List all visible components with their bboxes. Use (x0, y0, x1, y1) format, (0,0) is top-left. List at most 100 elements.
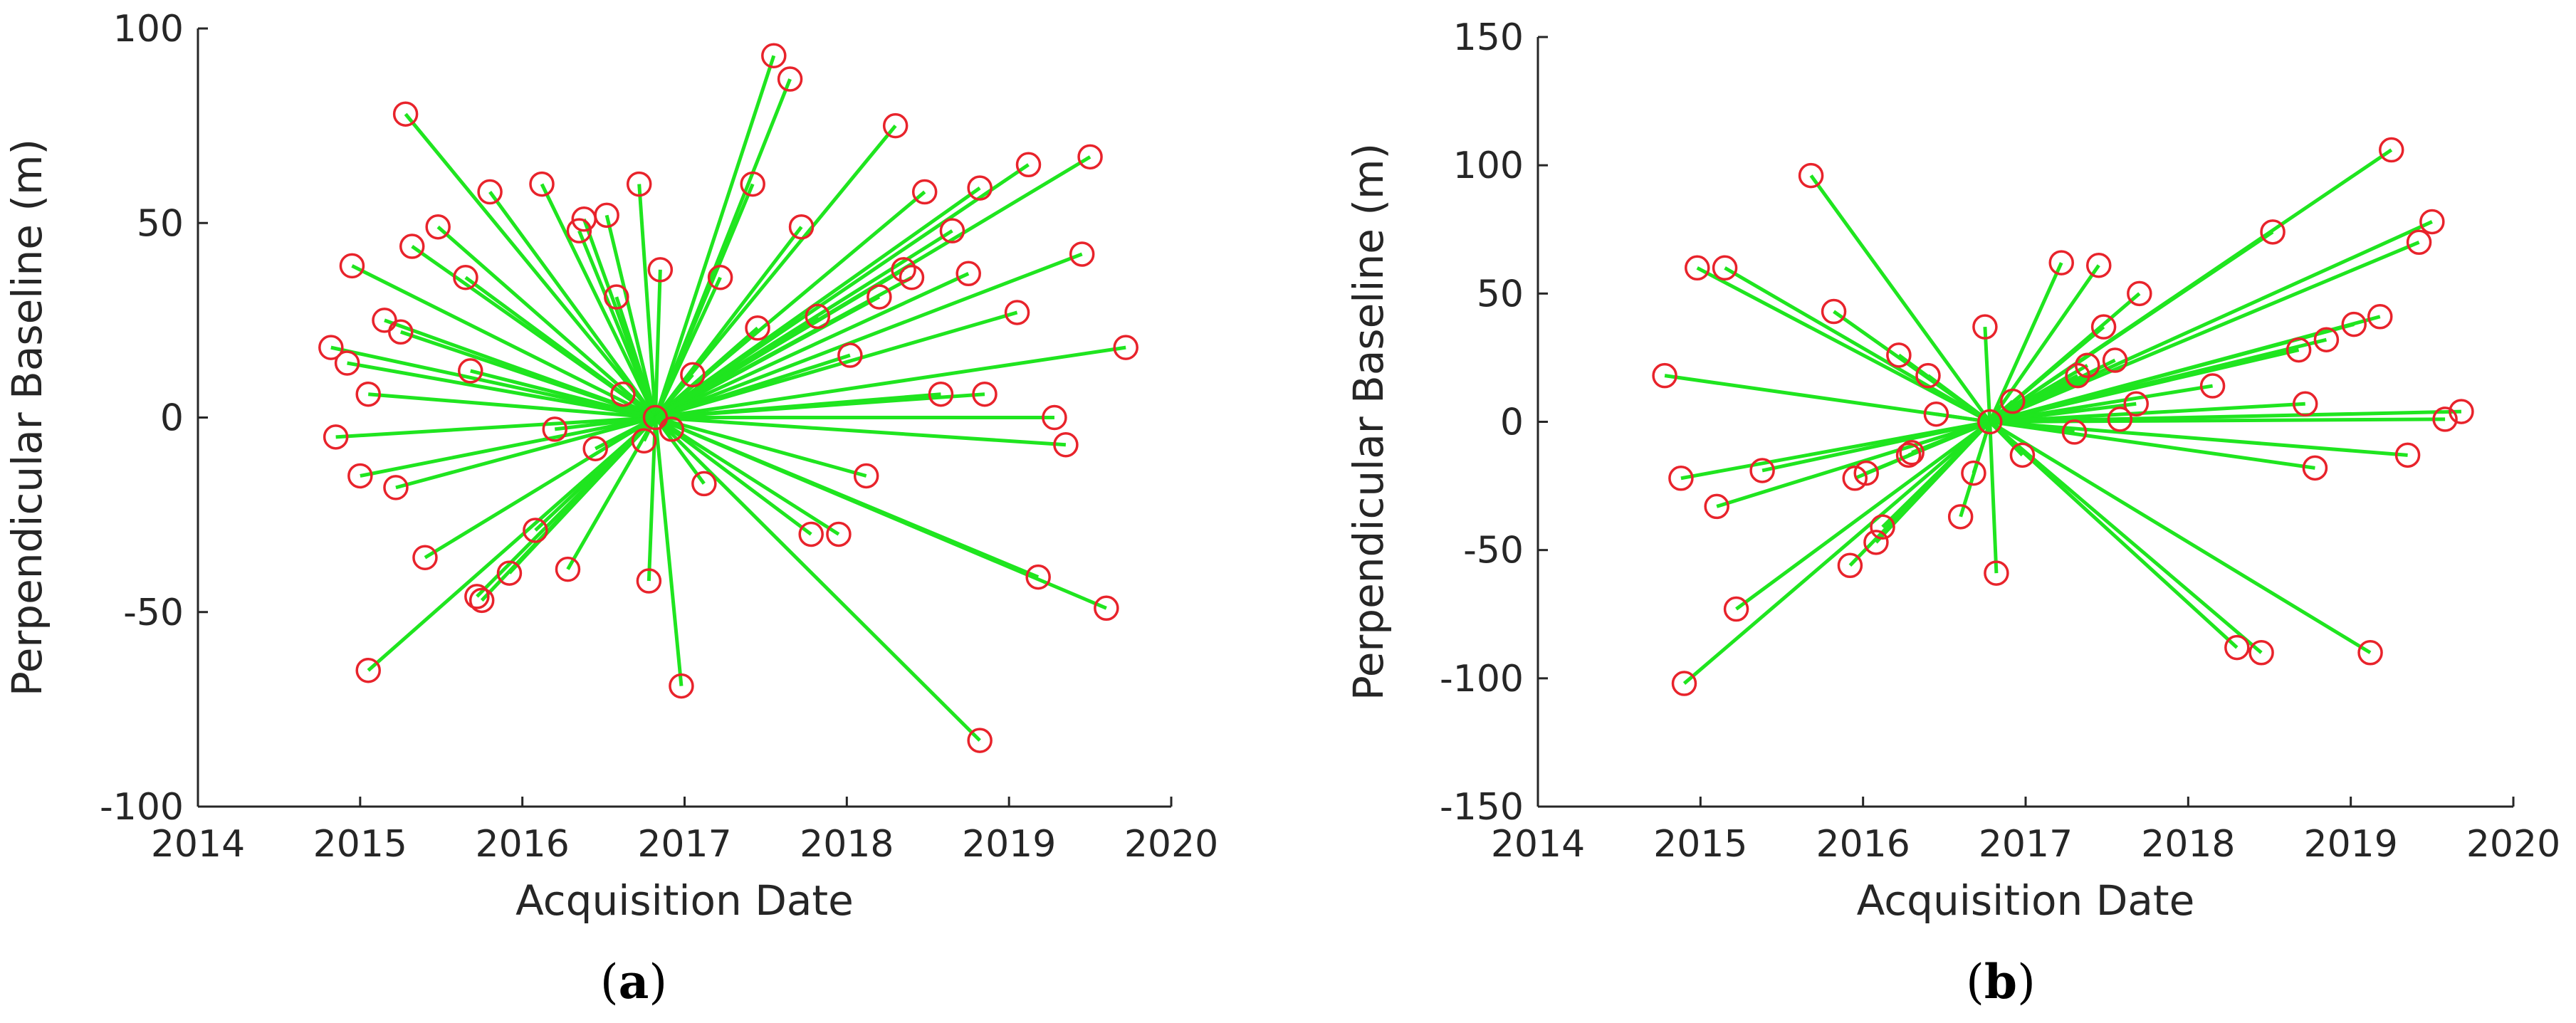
panel-b-x-tick-label: 2020 (2466, 823, 2560, 866)
panel-b-caption-letter: b (1984, 954, 2017, 1009)
panel-b-baseline-line (1989, 420, 2315, 470)
panel-a-acquisition-point (355, 657, 381, 683)
panel-a-acquisition-point (740, 171, 765, 197)
panel-a-x-tick-label: 2017 (637, 823, 731, 866)
panel-a-acquisition-point (1015, 152, 1042, 178)
panel-a-acquisition-point (529, 171, 555, 197)
panel-b-acquisition-point (2302, 455, 2328, 481)
panel-a-acquisition-point (496, 560, 523, 586)
panel-a-acquisition-point (464, 584, 490, 609)
panel-a-x-tick-label: 2014 (151, 823, 245, 866)
panel-a-acquisition-point (745, 315, 770, 341)
panel-b-baseline-line (1927, 374, 1991, 424)
panel-a-acquisition-point (566, 218, 592, 243)
panel-a-y-tick-label: 0 (160, 397, 184, 440)
panel-a-y-tick-label: -100 (100, 786, 184, 829)
panel-b-y-tick-label: -50 (1463, 530, 1524, 572)
panel-a-acquisition-point (392, 101, 419, 127)
panel-b-acquisition-point (1723, 596, 1749, 622)
panel-a-acquisition-point (826, 521, 852, 547)
panel-a-acquisition-point (631, 428, 657, 454)
panel-b-baseline-line (1989, 220, 2433, 424)
panel-a-baseline-line (655, 345, 1126, 419)
panel-a-acquisition-point (468, 587, 495, 614)
panel-a-acquisition-point (1077, 144, 1103, 170)
panel-a-acquisition-point (347, 463, 373, 489)
panel-b-acquisition-point (2449, 399, 2474, 424)
panel-a-acquisition-point (837, 342, 863, 368)
panel-b-acquisition-point (2199, 373, 2226, 399)
panel-a-y-tick-label: 50 (137, 202, 184, 245)
panel-b-baseline-line (1989, 420, 2372, 654)
panel-a-acquisition-point (383, 475, 409, 500)
panel-a-acquisition-point (972, 381, 998, 407)
panel-b-y-tick-label: 0 (1500, 402, 1524, 444)
panel-b-acquisition-point (2075, 352, 2100, 378)
panel-a-baseline-line (404, 112, 657, 419)
panel-a-x-tick-label: 2020 (1124, 823, 1218, 866)
panel-b-acquisition-point (1899, 439, 1925, 466)
panel-a-acquisition-point (669, 673, 694, 699)
panel-b-x-tick-label: 2019 (2303, 823, 2397, 866)
panel-a-acquisition-point (853, 463, 879, 489)
panel-a-caption-letter: a (619, 954, 649, 1009)
panel-a-acquisition-point (899, 265, 925, 290)
panel-a-acquisition-point (318, 335, 344, 360)
panel-a-baseline-line (654, 416, 1107, 610)
panel-a-acquisition-point (355, 381, 381, 407)
panel-a-acquisition-point (1069, 241, 1095, 267)
panel-b-acquisition-point (2341, 311, 2367, 337)
panel-b-x-tick-label: 2014 (1491, 823, 1585, 866)
panel-a-chart: 2014 2015 2016 2017 2018 2019 2020 -100 -50 0 50 10… (3, 8, 1218, 925)
panel-b-y-tick-label: -100 (1440, 658, 1524, 701)
panel-a-acquisition-point (636, 568, 662, 594)
panel-a-acquisition-point (626, 171, 652, 197)
panel-b-acquisition-point (2090, 314, 2117, 340)
panel-b-acquisition-point (2102, 347, 2128, 373)
panel-a-acquisition-point (761, 43, 787, 69)
panel-b-acquisition-point (1972, 314, 1998, 340)
panel-b-acquisition-point (1863, 530, 1889, 555)
panel-a-acquisition-point (477, 179, 503, 205)
panel-a-baseline-line (655, 416, 1067, 447)
panel-a-baseline-line (367, 416, 657, 672)
panel-a-baseline-line (368, 392, 656, 419)
panel-a-baseline-line (654, 416, 706, 485)
panel-a-acquisition-point (967, 175, 993, 201)
panel-a-acquisition-point (891, 257, 916, 283)
panel-b-baseline-line (1881, 420, 1991, 529)
panel-b-baseline-line (1761, 420, 1991, 473)
panel-a-x-axis-title: Acquisition Date (515, 876, 854, 925)
panel-a-baseline-line (654, 78, 792, 419)
panel-a-baseline-line (347, 361, 656, 419)
panel-b-acquisition-point (2394, 442, 2421, 468)
panel-a-acquisition-point (788, 214, 815, 240)
panel-a-y-axis-title: Perpendicular Baseline (m) (3, 139, 51, 696)
panel-a-baseline-line (604, 214, 657, 419)
panel-b-baseline-line (1735, 420, 1991, 611)
panel-b-acquisition-point (1947, 504, 1974, 530)
panel-a-baseline-line (330, 345, 656, 419)
panel-b-acquisition-point (2048, 250, 2074, 276)
panel-a-acquisition-point (453, 265, 478, 290)
panel-b-acquisition-point (1870, 514, 1895, 540)
panel-a-acquisition-point (911, 179, 938, 205)
panel-a-acquisition-point (555, 556, 581, 582)
panel-a-baseline-line (335, 416, 656, 439)
panel-b-acquisition-point (2260, 219, 2286, 245)
panel-a-baseline-line (566, 416, 657, 570)
panel-a-baseline-line (654, 252, 1083, 419)
panel-a-acquisition-point (458, 358, 483, 384)
panel-b-acquisition-point (2248, 640, 2274, 666)
panel-a-baseline-line (654, 55, 776, 419)
panel-a-acquisition-point (582, 436, 608, 461)
panel-a-baseline-line (622, 392, 656, 419)
panel-b-baseline-line (1989, 420, 2263, 654)
panel-a-acquisition-point (542, 416, 567, 442)
panel-b-reference-point (1977, 409, 2003, 435)
panel-b-acquisition-point (2292, 391, 2318, 417)
panel-a-baseline-line (399, 330, 656, 419)
panel-b-acquisition-point (1984, 560, 2009, 586)
panel-a-acquisition-point (805, 303, 831, 330)
panel-b-baseline-line (1989, 402, 2305, 424)
